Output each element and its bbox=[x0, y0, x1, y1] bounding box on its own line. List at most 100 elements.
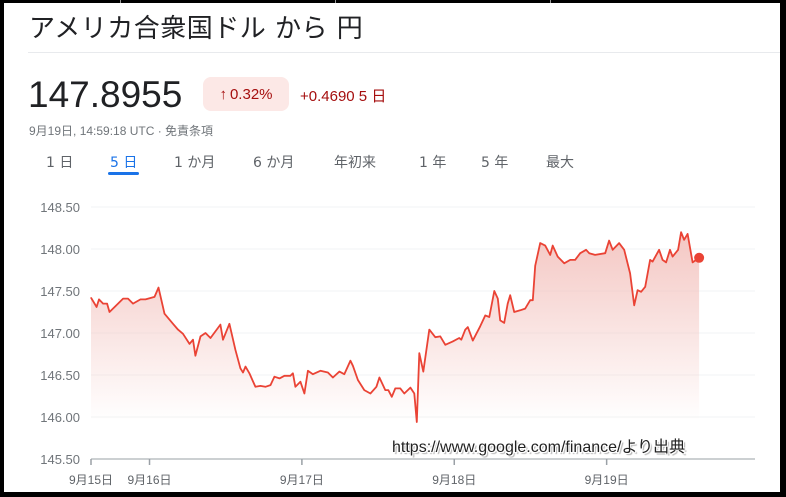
data-point bbox=[413, 392, 415, 395]
data-point bbox=[499, 319, 501, 321]
data-point bbox=[319, 370, 322, 372]
data-point bbox=[444, 344, 446, 346]
tab-5y[interactable]: 5 年 bbox=[481, 155, 509, 171]
data-point bbox=[549, 254, 551, 256]
data-point bbox=[349, 360, 351, 362]
page-title: アメリカ合衆国ドル から 円 bbox=[29, 14, 364, 44]
x-tick-label: 9月15日 bbox=[69, 473, 113, 487]
data-point bbox=[378, 376, 380, 379]
data-point bbox=[633, 304, 635, 306]
data-point bbox=[532, 299, 534, 301]
change-percent-badge: ↑ 0.32% bbox=[203, 77, 289, 111]
y-tick-label: 148.00 bbox=[40, 242, 80, 257]
tab-1m[interactable]: 1 か月 bbox=[174, 155, 216, 171]
data-point bbox=[671, 255, 674, 258]
data-point bbox=[332, 376, 334, 379]
data-point bbox=[604, 252, 606, 254]
data-point bbox=[188, 343, 191, 345]
x-tick-label: 9月19日 bbox=[585, 473, 629, 487]
data-point bbox=[422, 371, 424, 373]
data-point bbox=[387, 389, 389, 391]
data-point bbox=[579, 252, 581, 254]
timestamp-disclaimer[interactable]: 9月19日, 14:59:18 UTC · 免責条項 bbox=[29, 124, 214, 138]
data-point bbox=[248, 372, 251, 374]
data-point bbox=[114, 305, 117, 307]
data-point bbox=[192, 339, 194, 341]
data-point bbox=[254, 386, 257, 388]
data-point bbox=[132, 303, 134, 305]
data-point bbox=[452, 340, 454, 342]
data-point bbox=[144, 298, 147, 300]
data-point bbox=[269, 384, 272, 386]
data-point bbox=[228, 323, 231, 325]
data-point bbox=[204, 332, 207, 334]
data-point bbox=[307, 370, 309, 372]
data-point bbox=[509, 294, 511, 296]
y-tick-label: 147.50 bbox=[40, 284, 80, 299]
data-point bbox=[640, 291, 642, 293]
data-point bbox=[122, 297, 124, 300]
data-point bbox=[194, 355, 197, 357]
x-tick-label: 9月18日 bbox=[432, 473, 476, 487]
data-point bbox=[384, 389, 386, 391]
tab-max[interactable]: 最大 bbox=[546, 155, 574, 171]
data-point bbox=[391, 396, 393, 398]
top-gridline bbox=[120, 0, 121, 3]
data-point bbox=[343, 373, 345, 375]
data-point bbox=[552, 245, 554, 247]
data-point bbox=[153, 296, 156, 298]
data-point bbox=[534, 265, 536, 267]
data-point bbox=[139, 298, 142, 300]
y-tick-label: 145.50 bbox=[40, 452, 80, 467]
data-point bbox=[182, 333, 184, 335]
data-point bbox=[458, 337, 460, 339]
data-point bbox=[493, 290, 495, 292]
data-point bbox=[623, 249, 625, 251]
data-point bbox=[352, 365, 354, 367]
up-arrow-icon: ↑ bbox=[219, 85, 227, 103]
data-point bbox=[127, 297, 129, 300]
data-point bbox=[172, 323, 174, 325]
tab-1y[interactable]: 1 年 bbox=[419, 155, 447, 171]
data-point bbox=[157, 287, 160, 289]
top-gridline bbox=[335, 0, 336, 3]
data-point bbox=[108, 311, 111, 313]
tab-5d[interactable]: 5 日 bbox=[107, 152, 140, 175]
data-point bbox=[519, 309, 521, 311]
data-point bbox=[677, 249, 679, 251]
tab-1d[interactable]: 1 日 bbox=[46, 155, 74, 171]
x-tick-label: 9月16日 bbox=[128, 473, 172, 487]
data-point bbox=[416, 421, 418, 423]
data-point bbox=[312, 373, 314, 375]
data-point bbox=[375, 386, 377, 388]
y-tick-label: 148.50 bbox=[40, 200, 80, 215]
change-percent: 0.32% bbox=[229, 85, 273, 103]
data-point bbox=[96, 306, 98, 308]
data-point bbox=[199, 335, 202, 337]
data-point bbox=[464, 329, 466, 331]
data-point bbox=[574, 259, 576, 261]
area-fill bbox=[91, 232, 700, 422]
change-absolute: +0.4690 5 日 bbox=[300, 88, 387, 105]
y-tick-label: 146.50 bbox=[40, 368, 80, 383]
data-point bbox=[488, 316, 490, 318]
data-point bbox=[259, 385, 262, 387]
data-point bbox=[524, 308, 526, 310]
data-point bbox=[327, 371, 329, 374]
data-point bbox=[244, 366, 247, 368]
tab-ytd[interactable]: 年初来 bbox=[334, 155, 376, 171]
data-point bbox=[369, 392, 371, 395]
tab-6m[interactable]: 6 か月 bbox=[253, 155, 295, 171]
data-point bbox=[428, 329, 430, 331]
data-point bbox=[513, 311, 515, 313]
data-point bbox=[239, 367, 242, 369]
data-point bbox=[357, 379, 359, 381]
data-point bbox=[497, 297, 499, 300]
data-point bbox=[649, 259, 651, 261]
data-point bbox=[303, 392, 306, 395]
data-point bbox=[106, 303, 108, 305]
data-point bbox=[292, 372, 294, 374]
data-point bbox=[439, 335, 441, 337]
data-point bbox=[563, 262, 565, 264]
